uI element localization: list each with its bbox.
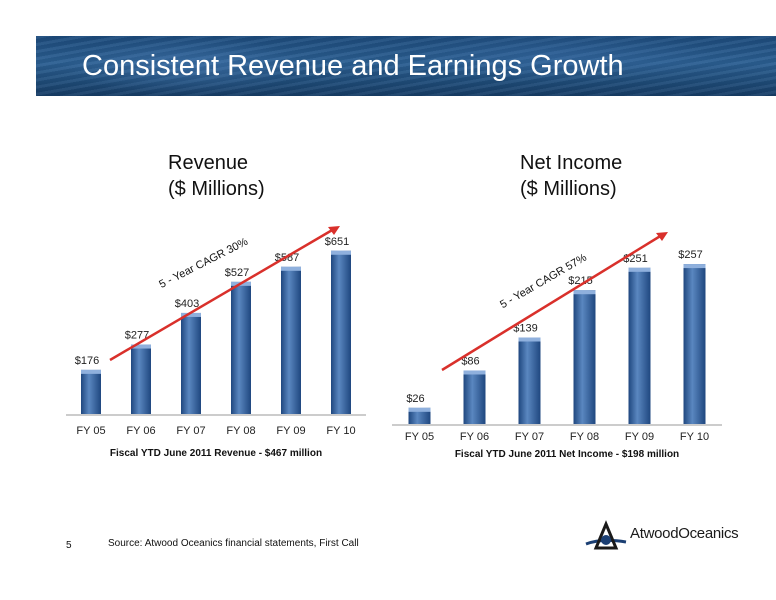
rev-bar-cap-2 [131, 344, 151, 349]
rev-bar-cap-5 [281, 266, 301, 271]
ni-value-label-2: $86 [461, 355, 479, 367]
ni-caption: Fiscal YTD June 2011 Net Income - $198 m… [455, 449, 679, 460]
company-logo: AtwoodOceanics [582, 518, 739, 554]
ni-category-label-4: FY 08 [570, 431, 599, 443]
rev-value-label-6: $651 [325, 236, 349, 248]
rev-caption: Fiscal YTD June 2011 Revenue - $467 mill… [110, 448, 322, 459]
rev-bar-5 [281, 266, 301, 414]
ni-category-label-1: FY 05 [405, 431, 434, 443]
ni-value-label-6: $257 [678, 249, 702, 261]
rev-trend-arrowhead [328, 226, 340, 235]
rev-bar-4 [231, 281, 251, 414]
ni-value-label-5: $251 [623, 253, 647, 265]
ni-bar-1 [408, 407, 431, 424]
rev-bar-cap-6 [331, 250, 351, 255]
source-footnote: Source: Atwood Oceanics financial statem… [108, 538, 359, 549]
rev-bar-1 [81, 369, 101, 414]
ni-bar-cap-5 [628, 267, 651, 272]
page-title: Consistent Revenue and Earnings Growth [82, 50, 624, 82]
rev-category-label-2: FY 06 [126, 425, 155, 437]
anchor-logo-icon [585, 520, 627, 550]
ni-bar-cap-3 [518, 337, 541, 342]
ni-category-label-5: FY 09 [625, 431, 654, 443]
ni-bar-5 [628, 267, 651, 424]
revenue-heading-line1: Revenue [168, 152, 249, 174]
rev-category-label-6: FY 10 [326, 425, 355, 437]
ni-bar-6 [683, 264, 706, 424]
net-income-chart-heading: Net Income ($ Millions) [520, 150, 622, 202]
ni-bar-2 [463, 370, 486, 424]
rev-bar-2 [131, 344, 151, 414]
ni-value-label-1: $26 [406, 393, 424, 405]
rev-bar-6 [331, 250, 351, 414]
net-income-heading-line2: ($ Millions) [520, 178, 617, 200]
rev-bar-cap-3 [181, 312, 201, 317]
rev-value-label-1: $176 [75, 355, 99, 367]
ni-trend-arrow [441, 233, 663, 372]
ni-value-label-4: $215 [568, 275, 592, 287]
ni-category-label-2: FY 06 [460, 431, 489, 443]
ni-bar-cap-4 [573, 290, 596, 295]
ni-bar-cap-2 [463, 370, 486, 375]
rev-category-label-1: FY 05 [76, 425, 105, 437]
rev-value-label-2: $277 [125, 330, 149, 342]
rev-bar-cap-1 [81, 369, 101, 374]
ni-bar-3 [518, 337, 541, 424]
rev-value-label-3: $403 [175, 298, 199, 310]
ni-bar-4 [573, 290, 596, 424]
title-banner [36, 36, 776, 96]
rev-bar-3 [181, 312, 201, 414]
rev-value-label-4: $527 [225, 267, 249, 279]
ni-bar-cap-6 [683, 264, 706, 269]
logo-text: AtwoodOceanics [630, 525, 739, 542]
ni-category-label-3: FY 07 [515, 431, 544, 443]
rev-trend-arrow [109, 227, 335, 362]
ni-trend-arrowhead [656, 232, 668, 241]
revenue-chart-heading: Revenue ($ Millions) [168, 150, 265, 202]
rev-category-label-4: FY 08 [226, 425, 255, 437]
revenue-heading-line2: ($ Millions) [168, 178, 265, 200]
net-income-heading-line1: Net Income [520, 152, 623, 174]
rev-category-label-3: FY 07 [176, 425, 205, 437]
rev-category-label-5: FY 09 [276, 425, 305, 437]
page-number: 5 [66, 540, 72, 551]
ni-category-label-6: FY 10 [680, 431, 709, 443]
ni-value-label-3: $139 [513, 323, 537, 335]
ni-bar-cap-1 [408, 407, 431, 412]
